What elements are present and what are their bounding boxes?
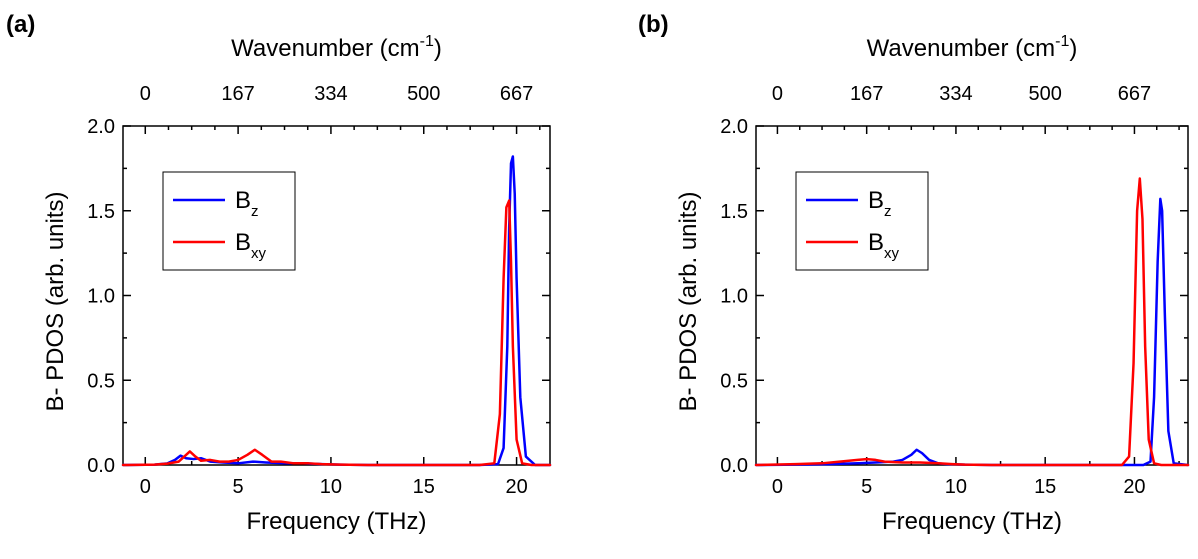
chart-0-panel-label: (a) <box>6 11 35 38</box>
chart-0-ytick-label: 1.5 <box>87 201 115 223</box>
chart-1-x2tick-label: 500 <box>1029 83 1062 105</box>
chart-0-series-1-line <box>121 199 552 467</box>
chart-1-panel-label: (b) <box>638 11 669 38</box>
chart-0-legend-box <box>162 171 296 271</box>
chart-0-xlabel: Frequency (THz) <box>246 508 426 535</box>
chart-0-ytick-label: 0.0 <box>87 455 115 477</box>
chart-0-xtick-label: 10 <box>320 476 342 498</box>
chart-1-x2tick-label: 167 <box>850 83 883 105</box>
chart-1-ytick-label: 2.0 <box>720 116 748 138</box>
chart-1-legend-entry-1: Bxy <box>868 229 900 262</box>
chart-1-xtick-label: 20 <box>1123 476 1145 498</box>
chart-0-x2tick-label: 500 <box>407 83 440 105</box>
chart-0-legend-entry-0: Bz <box>235 187 259 220</box>
chart-0-x2tick-label: 167 <box>221 83 254 105</box>
chart-1-ytick-label: 0.5 <box>720 370 748 392</box>
chart-1-x2tick-label: 0 <box>772 83 783 105</box>
chart-0-ytick-label: 0.5 <box>87 370 115 392</box>
chart-1-xlabel: Frequency (THz) <box>882 508 1062 535</box>
chart-0-xtick-label: 5 <box>233 476 244 498</box>
chart-1-xtick-label: 0 <box>772 476 783 498</box>
chart-0-x2tick-label: 334 <box>314 83 347 105</box>
chart-0-xtick-label: 20 <box>505 476 527 498</box>
chart-0-x2tick-label: 667 <box>500 83 533 105</box>
chart-1-xtick-label: 10 <box>945 476 967 498</box>
chart-0-ytick-label: 1.0 <box>87 286 115 308</box>
chart-0-x2label: Wavenumber (cm-1) <box>231 33 442 62</box>
chart-1-ytick-label: 0.0 <box>720 455 748 477</box>
chart-0-x2tick-label: 0 <box>140 83 151 105</box>
chart-0: 0 167 334 500 667 0 5 10 15 20 0.0 0.5 1.0 1.5 2.0 Freq… <box>6 11 552 535</box>
chart-0-ytick-label: 2.0 <box>87 116 115 138</box>
chart-1-series-1-line <box>754 177 1190 467</box>
chart-0-xtick-label: 0 <box>140 476 151 498</box>
chart-0-legend: Bz Bxy <box>162 171 296 271</box>
chart-1-ylabel: B- PDOS (arb. units) <box>675 191 702 411</box>
chart-1-ytick-label: 1.5 <box>720 201 748 223</box>
chart-1-legend: Bz Bxy <box>795 171 929 271</box>
chart-0-ylabel: B- PDOS (arb. units) <box>42 191 69 411</box>
chart-1-x2label: Wavenumber (cm-1) <box>867 33 1078 62</box>
chart-1-xtick-label: 5 <box>861 476 872 498</box>
chart-1: 0 167 334 500 667 0 5 10 15 20 0.0 0.5 1.0 1.5 2.0 Freq… <box>638 11 1190 535</box>
chart-0-xtick-label: 15 <box>413 476 435 498</box>
chart-0-legend-entry-1: Bxy <box>235 229 267 262</box>
chart-1-legend-entry-0: Bz <box>868 187 892 220</box>
chart-1-x2tick-label: 334 <box>939 83 972 105</box>
chart-1-xtick-label: 15 <box>1034 476 1056 498</box>
chart-1-x2tick-label: 667 <box>1118 83 1151 105</box>
chart-1-ytick-label: 1.0 <box>720 286 748 308</box>
chart-1-legend-box <box>795 171 929 271</box>
